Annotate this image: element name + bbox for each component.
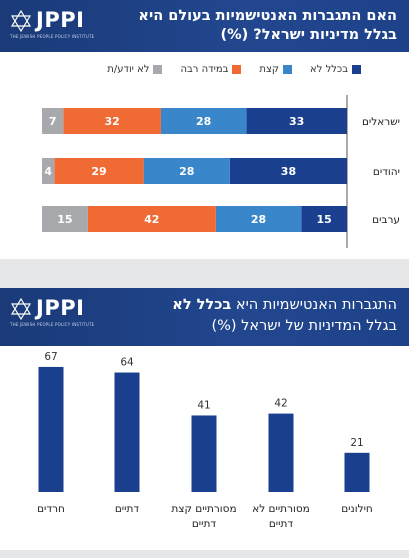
column-bar	[38, 366, 64, 492]
chart-title: האם התגברות האנטישמיות בעולם היא בגלל מד…	[138, 8, 397, 43]
column-chart: 21 חילונים 42 מסורתיים לא דתיים 41 מסורתיים קצ…	[37, 351, 373, 530]
legend-item-to-a-large-extent: במידה רבה	[180, 64, 242, 75]
star-of-david-icon	[10, 10, 32, 32]
bar-segment	[42, 158, 55, 184]
title-emphasis: בכלל לא	[172, 297, 232, 313]
data-label: 15	[316, 213, 331, 226]
category-label: דתיים	[269, 518, 294, 530]
logo-text: JPPI	[36, 8, 85, 32]
legend-item-not-at-all: בכלל לא	[310, 64, 361, 75]
bar-segment	[42, 108, 64, 134]
legend-swatch	[232, 65, 242, 74]
data-label: 42	[274, 398, 287, 410]
data-label: 7	[49, 115, 57, 128]
data-label: 33	[289, 115, 304, 128]
legend-label: בכלל לא	[310, 64, 348, 75]
data-label: 4	[44, 165, 52, 178]
bar-segment	[246, 108, 347, 134]
category-label: יהודים	[373, 166, 400, 178]
data-label: 38	[281, 165, 296, 178]
stacked-bar-chart: 33 28 32 7 ישראלים 38 28 29 4 יהודים 15 28 42 15 ערבים	[42, 95, 400, 248]
category-label: דתיים	[192, 518, 217, 530]
data-label: 29	[91, 165, 106, 178]
data-label: 15	[57, 213, 72, 226]
category-label: מסורתיים לא	[252, 503, 310, 515]
stacked-chart-panel: JPPI THE JEWISH PEOPLE POLICY INSTITUTE …	[0, 0, 409, 259]
data-label: 67	[44, 351, 57, 363]
bar-segment	[42, 206, 88, 232]
jppi-logo: JPPI THE JEWISH PEOPLE POLICY INSTITUTE	[10, 296, 94, 332]
category-label: דתיים	[115, 503, 140, 515]
panel-header: JPPI THE JEWISH PEOPLE POLICY INSTITUTE …	[0, 0, 409, 52]
data-label: 41	[197, 399, 210, 411]
category-label: חרדים	[37, 503, 65, 515]
category-label: ישראלים	[362, 116, 400, 128]
column-bar	[191, 415, 217, 492]
data-label: 32	[104, 115, 119, 128]
legend-swatch	[283, 65, 293, 74]
column-bar	[344, 452, 370, 492]
logo-tagline: THE JEWISH PEOPLE POLICY INSTITUTE	[10, 34, 95, 39]
legend-swatch	[153, 65, 163, 74]
logo-text: JPPI	[36, 296, 85, 320]
panel-header: JPPI THE JEWISH PEOPLE POLICY INSTITUTE …	[0, 288, 409, 346]
legend-label: לא יודע/ת	[107, 64, 150, 75]
column-bar	[114, 372, 140, 492]
chart-title: התגברות האנטישמיות היא בכלל לא בגלל המדינ…	[107, 295, 397, 337]
legend-label: קצת	[259, 64, 280, 75]
legend-swatch	[352, 65, 361, 74]
bar-segment	[143, 158, 230, 184]
title-text-line2: בגלל המדיניות של ישראל (%)	[211, 318, 397, 334]
bar-segment	[215, 206, 302, 232]
data-label: 64	[120, 357, 134, 369]
bar-segment	[160, 108, 247, 134]
jppi-logo: JPPI THE JEWISH PEOPLE POLICY INSTITUTE	[10, 8, 94, 44]
legend-label: במידה רבה	[180, 64, 229, 75]
bar-segment	[87, 206, 216, 232]
bar-segment	[54, 158, 144, 184]
star-of-david-icon	[10, 298, 32, 320]
data-label: 28	[251, 213, 266, 226]
column-bar	[268, 413, 294, 492]
title-text: התגברות האנטישמיות היא	[231, 297, 397, 313]
legend-item-dont-know: לא יודע/ת	[107, 64, 163, 75]
bar-segment	[229, 158, 347, 184]
category-label: ערבים	[372, 214, 400, 226]
bar-segment	[301, 206, 347, 232]
data-label: 21	[350, 437, 363, 449]
logo-tagline: THE JEWISH PEOPLE POLICY INSTITUTE	[10, 322, 95, 327]
data-label: 42	[144, 213, 159, 226]
data-label: 28	[196, 115, 211, 128]
legend-item-somewhat: קצת	[259, 64, 293, 75]
data-label: 28	[179, 165, 194, 178]
bar-segment	[63, 108, 161, 134]
legend: בכלל לא קצת במידה רבה לא יודע/ת	[107, 64, 361, 75]
category-label: מסורתיים קצת	[171, 503, 236, 515]
category-label: חילונים	[341, 503, 373, 515]
column-chart-panel: JPPI THE JEWISH PEOPLE POLICY INSTITUTE …	[0, 288, 409, 550]
